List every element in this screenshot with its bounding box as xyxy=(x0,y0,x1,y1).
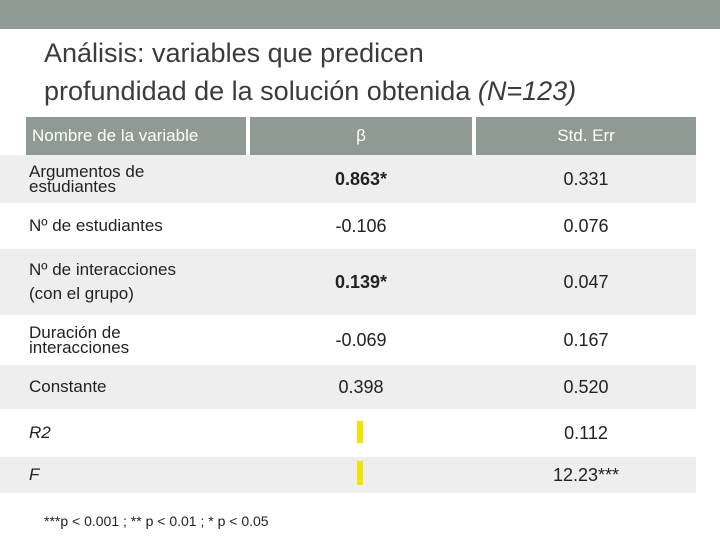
table-row: Argumentos de estudiantes 0.863* 0.331 xyxy=(0,155,696,203)
beta-value: -0.106 xyxy=(335,215,387,236)
std-err-value: 0.331 xyxy=(563,168,609,189)
table-row: R2 0.112 xyxy=(0,409,696,457)
std-err-value: 0.076 xyxy=(563,215,609,236)
beta-value: 0.863* xyxy=(334,168,388,189)
variable-name: F xyxy=(29,465,40,484)
variable-name-line: Argumentos de xyxy=(29,162,145,181)
header-variable-name: Nombre de la variable xyxy=(26,117,246,155)
title-line-1: Análisis: variables que predicen xyxy=(44,38,424,68)
std-err-value: 12.23*** xyxy=(552,464,620,485)
std-err-value: 0.112 xyxy=(564,422,608,443)
variable-name: Nº de interacciones (con el grupo) xyxy=(29,249,249,315)
variable-name-line: (con el grupo) xyxy=(29,284,134,303)
beta-value: -0.069 xyxy=(335,329,387,350)
std-err-value: 0.047 xyxy=(563,271,609,292)
header-std-err: Std. Err xyxy=(476,117,696,155)
variable-name-line: Nº de interacciones xyxy=(29,260,177,279)
variable-name-line: interacciones xyxy=(29,338,130,357)
variable-name: Argumentos de estudiantes xyxy=(29,155,249,203)
variable-name: Constante xyxy=(29,377,107,396)
table-row: F 12.23*** xyxy=(0,457,696,493)
table-row: Nº de interacciones (con el grupo) 0.139*… xyxy=(0,249,696,315)
std-err-value: 0.167 xyxy=(563,329,609,350)
variable-name: Duración de interacciones xyxy=(29,315,249,365)
std-err-value: 0.520 xyxy=(563,376,609,397)
title-line-2: profundidad de la solución obtenida (N=1… xyxy=(44,72,704,110)
variable-name: Nº de estudiantes xyxy=(29,216,163,235)
beta-value: 0.398 xyxy=(338,376,384,397)
title-line-2-main: profundidad de la solución obtenida xyxy=(44,76,478,106)
significance-footnote: ***p < 0.001 ; ** p < 0.01 ; * p < 0.05 xyxy=(44,513,269,529)
table-row: Constante 0.398 0.520 xyxy=(0,365,696,409)
beta-value: 0.139* xyxy=(334,271,388,292)
table-row: Nº de estudiantes -0.106 0.076 xyxy=(0,203,696,249)
variable-name: R2 xyxy=(29,423,51,442)
top-bar xyxy=(0,0,720,29)
highlight-marker xyxy=(357,461,363,485)
header-beta: β xyxy=(250,117,472,155)
slide-title: Análisis: variables que predicen profund… xyxy=(44,34,704,110)
table-row: Duración de interacciones -0.069 0.167 xyxy=(0,315,696,365)
variable-name-line: Duración de xyxy=(29,323,121,342)
highlight-marker xyxy=(357,421,363,443)
title-sample-size: (N=123) xyxy=(477,76,577,106)
variable-name-line: estudiantes xyxy=(29,177,116,196)
